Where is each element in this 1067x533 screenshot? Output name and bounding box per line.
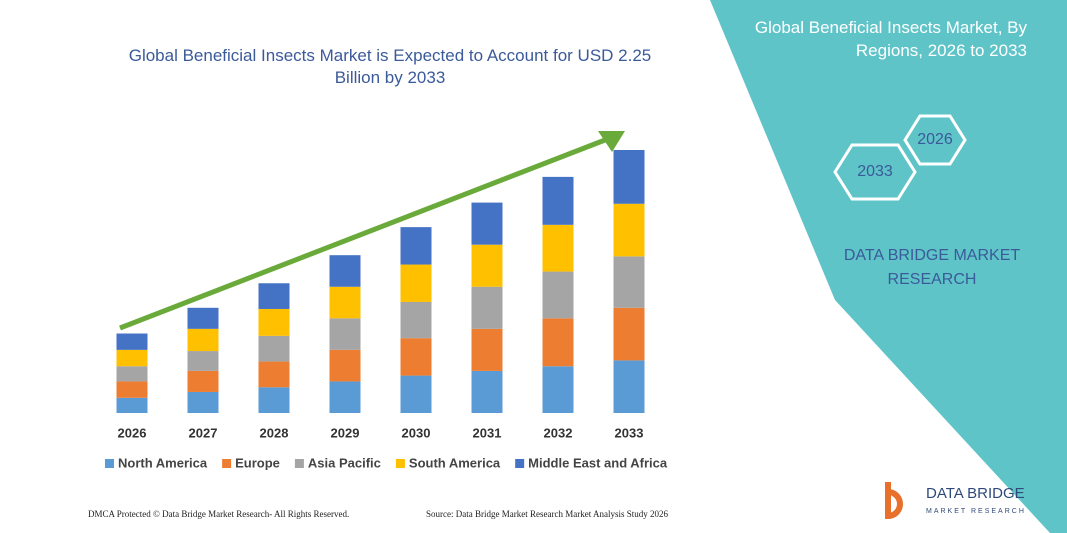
bar-segment — [613, 203, 645, 257]
bar-segment — [400, 264, 432, 302]
bar-segment — [400, 227, 432, 265]
bar-segment — [613, 307, 645, 361]
bar-segment — [258, 283, 290, 309]
legend-label: South America — [409, 455, 501, 470]
logo-name: DATA BRIDGE — [926, 485, 1025, 502]
bar-segment — [187, 391, 219, 413]
bar-segment — [187, 370, 219, 392]
legend-label: Europe — [235, 455, 280, 470]
brand-text: DATA BRIDGE MARKET RESEARCH — [844, 247, 1021, 288]
bar-segment — [329, 255, 361, 287]
legend-swatch — [222, 459, 232, 468]
bar-segment — [542, 271, 574, 319]
x-tick-label: 2027 — [189, 425, 218, 440]
bar-segment — [613, 256, 645, 308]
hexagon — [833, 143, 917, 201]
hex-label: 2033 — [857, 163, 893, 180]
bar-segment — [116, 397, 148, 413]
legend-swatch — [395, 459, 405, 468]
bar-segment — [400, 301, 432, 339]
teal-panel — [710, 0, 1067, 533]
legend-swatch — [294, 459, 304, 468]
hex-label: 2026 — [917, 131, 953, 148]
bar-segment — [329, 349, 361, 382]
bar-segment — [400, 338, 432, 376]
bar-segment — [187, 328, 219, 352]
bar-segment — [258, 387, 290, 413]
legend-label: North America — [118, 455, 208, 470]
bar-segment — [400, 375, 432, 413]
bar-segment — [471, 328, 503, 371]
footer-left: DMCA Protected © Data Bridge Market Rese… — [88, 509, 349, 519]
bar-segment — [613, 360, 645, 413]
legend-label: Middle East and Africa — [528, 455, 668, 470]
logo-tagline: MARKET RESEARCH — [926, 508, 1026, 515]
bar-segment — [471, 286, 503, 329]
footer-right: Source: Data Bridge Market Research Mark… — [426, 509, 668, 519]
bar-segment — [258, 335, 290, 362]
bar-segment — [542, 366, 574, 413]
bar-segment — [116, 381, 148, 398]
bar-segment — [187, 307, 219, 329]
bar-segment — [542, 224, 574, 272]
arrow-head — [598, 131, 625, 152]
bar-segment — [329, 286, 361, 319]
bar-segment — [613, 150, 645, 204]
bar-segment — [116, 366, 148, 382]
trend-arrow — [119, 137, 606, 331]
legend-swatch — [105, 459, 114, 468]
chart-title: Global Beneficial Insects Market is Expe… — [129, 46, 652, 87]
bar-segment — [471, 202, 503, 245]
bar-segment — [471, 244, 503, 287]
logo-mark — [885, 482, 903, 520]
x-tick-label: 2028 — [260, 425, 289, 440]
legend-label: Asia Pacific — [308, 455, 381, 470]
hexagon — [903, 114, 967, 166]
bar-segment — [187, 351, 219, 371]
bar-segment — [542, 318, 574, 367]
bar-segment — [542, 176, 574, 225]
legend-swatch — [515, 459, 525, 468]
x-tick-label: 2033 — [615, 425, 644, 440]
x-tick-label: 2031 — [473, 425, 502, 440]
bar-segment — [258, 361, 290, 388]
x-tick-label: 2032 — [544, 425, 573, 440]
bar-segment — [329, 381, 361, 413]
bar-segment — [116, 333, 148, 350]
x-tick-label: 2029 — [331, 425, 360, 440]
bar-segment — [329, 318, 361, 350]
x-tick-label: 2030 — [402, 425, 431, 440]
bar-segment — [116, 349, 148, 367]
panel-title: Global Beneficial Insects Market, By Regi… — [755, 18, 1028, 60]
x-tick-label: 2026 — [118, 425, 147, 440]
bar-segment — [258, 308, 290, 336]
bar-segment — [471, 370, 503, 413]
